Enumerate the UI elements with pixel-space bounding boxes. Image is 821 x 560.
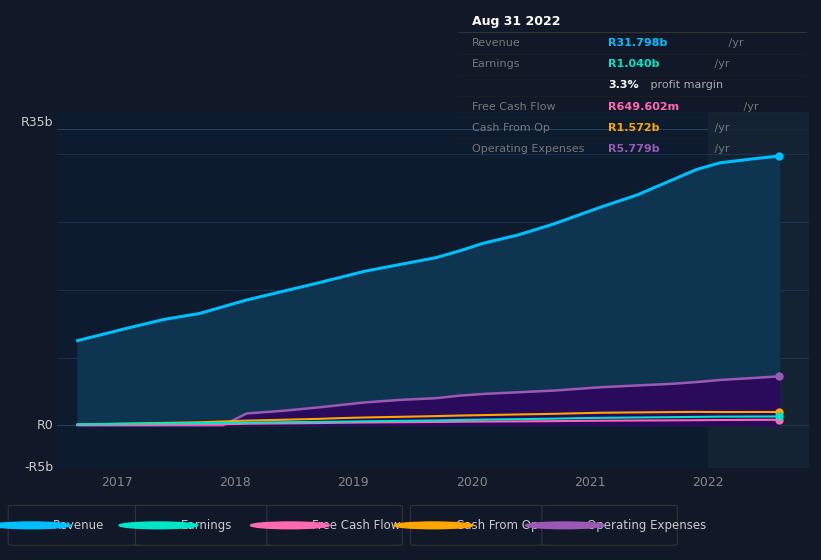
Text: profit margin: profit margin <box>647 81 722 90</box>
Text: -R5b: -R5b <box>25 461 53 474</box>
Circle shape <box>0 522 71 529</box>
Text: Cash From Op: Cash From Op <box>472 123 550 133</box>
Circle shape <box>250 522 329 529</box>
Circle shape <box>394 522 473 529</box>
Text: Earnings: Earnings <box>181 519 232 532</box>
Text: R5.779b: R5.779b <box>608 144 660 154</box>
Circle shape <box>525 522 604 529</box>
Text: R35b: R35b <box>21 116 53 129</box>
Text: /yr: /yr <box>726 38 744 48</box>
Text: R31.798b: R31.798b <box>608 38 667 48</box>
FancyBboxPatch shape <box>542 505 677 545</box>
Text: /yr: /yr <box>740 101 759 111</box>
Text: R649.602m: R649.602m <box>608 101 679 111</box>
FancyBboxPatch shape <box>135 505 271 545</box>
Text: 3.3%: 3.3% <box>608 81 639 90</box>
Text: Operating Expenses: Operating Expenses <box>587 519 706 532</box>
Text: Free Cash Flow: Free Cash Flow <box>312 519 401 532</box>
Text: Revenue: Revenue <box>472 38 521 48</box>
FancyBboxPatch shape <box>267 505 402 545</box>
FancyBboxPatch shape <box>8 505 144 545</box>
Bar <box>709 112 809 468</box>
Text: /yr: /yr <box>711 59 729 69</box>
Text: Operating Expenses: Operating Expenses <box>472 144 585 154</box>
Text: /yr: /yr <box>711 144 729 154</box>
Text: Aug 31 2022: Aug 31 2022 <box>472 15 561 29</box>
Text: Free Cash Flow: Free Cash Flow <box>472 101 556 111</box>
Text: Earnings: Earnings <box>472 59 521 69</box>
Text: Cash From Op: Cash From Op <box>456 519 538 532</box>
Text: R0: R0 <box>37 419 53 432</box>
Circle shape <box>119 522 198 529</box>
Text: R1.040b: R1.040b <box>608 59 659 69</box>
Text: /yr: /yr <box>711 123 729 133</box>
FancyBboxPatch shape <box>410 505 546 545</box>
Text: R1.572b: R1.572b <box>608 123 659 133</box>
Text: Revenue: Revenue <box>53 519 105 532</box>
